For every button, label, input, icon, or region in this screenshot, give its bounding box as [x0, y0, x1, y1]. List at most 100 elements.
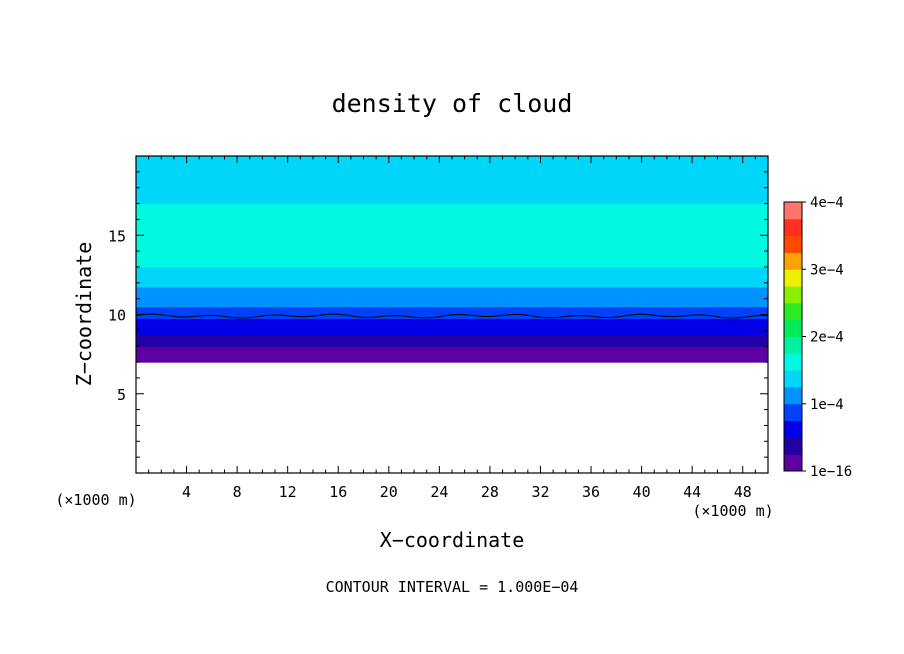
- colorbar-segment: [784, 386, 802, 405]
- x-unit-right: (×1000 m): [692, 502, 773, 520]
- colorbar-segment: [784, 302, 802, 321]
- field-band: [136, 215, 768, 220]
- colorbar-tick-label: 2e−4: [810, 330, 844, 346]
- x-tick-label: 28: [481, 483, 499, 501]
- colorbar-segment: [784, 218, 802, 237]
- colorbar-segment: [784, 454, 802, 472]
- colorbar-segment: [784, 269, 802, 287]
- colorbar-tick-label: 4e−4: [810, 195, 844, 211]
- field-band: [136, 274, 768, 280]
- x-tick-label: 48: [734, 483, 752, 501]
- field-band: [136, 318, 768, 324]
- density-field: [136, 156, 768, 363]
- field-band: [136, 338, 768, 343]
- field-band: [136, 314, 768, 320]
- colorbar-tick-label: 1e−16: [810, 464, 852, 480]
- x-tick-label: 12: [279, 483, 297, 501]
- field-band: [136, 290, 768, 296]
- field-band: [136, 235, 768, 240]
- field-band: [136, 334, 768, 339]
- field-band: [136, 175, 768, 181]
- x-tick-label: 8: [233, 483, 242, 501]
- x-tick-label: 24: [430, 483, 448, 501]
- field-band: [136, 358, 768, 363]
- y-tick-label: 10: [108, 307, 126, 325]
- field-band: [136, 239, 768, 244]
- colorbar-segment: [784, 353, 802, 371]
- x-tick-label: 32: [531, 483, 549, 501]
- field-band: [136, 322, 768, 327]
- field-band: [136, 183, 768, 189]
- field-band: [136, 199, 768, 205]
- field-band: [136, 310, 768, 316]
- field-band: [136, 163, 768, 169]
- field-band: [136, 219, 768, 224]
- field-band: [136, 294, 768, 300]
- field-band: [136, 231, 768, 236]
- field-band: [136, 227, 768, 232]
- field-band: [136, 247, 768, 252]
- x-axis-label: X−coordinate: [380, 528, 525, 552]
- field-band: [136, 282, 768, 288]
- field-band: [136, 207, 768, 213]
- field-band: [136, 159, 768, 165]
- field-band: [136, 286, 768, 292]
- field-band: [136, 223, 768, 228]
- field-band: [136, 278, 768, 284]
- y-axis-label: Z−coordinate: [72, 242, 96, 387]
- x-tick-label: 16: [329, 483, 347, 501]
- x-tick-label: 20: [380, 483, 398, 501]
- colorbar-ticks: 1e−16 1e−4 2e−4 3e−4 4e−4: [802, 195, 852, 480]
- field-band: [136, 255, 768, 260]
- field-band: [136, 243, 768, 248]
- contour-line: [135, 313, 769, 319]
- field-band: [136, 326, 768, 331]
- field-band: [136, 346, 768, 351]
- colorbar-segment: [784, 336, 802, 354]
- colorbar: [784, 202, 802, 472]
- field-band: [136, 187, 768, 193]
- x-tick-label: 44: [683, 483, 701, 501]
- field-band: [136, 266, 768, 272]
- field-band: [136, 354, 768, 359]
- colorbar-segment: [784, 286, 802, 304]
- field-band: [136, 330, 768, 335]
- colorbar-tick-label: 1e−4: [810, 397, 844, 413]
- colorbar-tick-label: 3e−4: [810, 262, 844, 278]
- colorbar-segment: [784, 319, 802, 337]
- y-tick-label: 5: [117, 386, 126, 404]
- colorbar-segment: [784, 437, 802, 455]
- contour-interval-note: CONTOUR INTERVAL = 1.000E−04: [326, 578, 579, 596]
- colorbar-segment: [784, 403, 802, 422]
- y-axis: 5 10 15: [108, 171, 768, 458]
- field-band: [136, 211, 768, 217]
- field-band: [136, 302, 768, 308]
- colorbar-segment: [784, 420, 802, 438]
- field-band: [136, 171, 768, 177]
- field-band: [136, 195, 768, 201]
- field-band: [136, 350, 768, 355]
- field-band: [136, 298, 768, 304]
- field-band: [136, 251, 768, 256]
- colorbar-segment: [784, 370, 802, 388]
- field-band: [136, 259, 768, 264]
- x-tick-label: 36: [582, 483, 600, 501]
- field-band: [136, 179, 768, 185]
- chart-title: density of cloud: [332, 89, 573, 118]
- field-band: [136, 191, 768, 197]
- field-band: [136, 270, 768, 276]
- field-band: [136, 203, 768, 209]
- field-band: [136, 262, 768, 268]
- colorbar-segment: [784, 202, 802, 220]
- x-tick-label: 40: [633, 483, 651, 501]
- field-band: [136, 306, 768, 312]
- y-tick-label: 15: [108, 227, 126, 245]
- x-tick-label: 4: [182, 483, 191, 501]
- x-axis: 4 8 12 16 20 24 28 32 36 40 44 48: [148, 156, 756, 501]
- field-band: [136, 342, 768, 347]
- colorbar-segment: [784, 235, 802, 253]
- x-unit-left: (×1000 m): [55, 491, 136, 509]
- field-band: [136, 167, 768, 173]
- colorbar-segment: [784, 252, 802, 270]
